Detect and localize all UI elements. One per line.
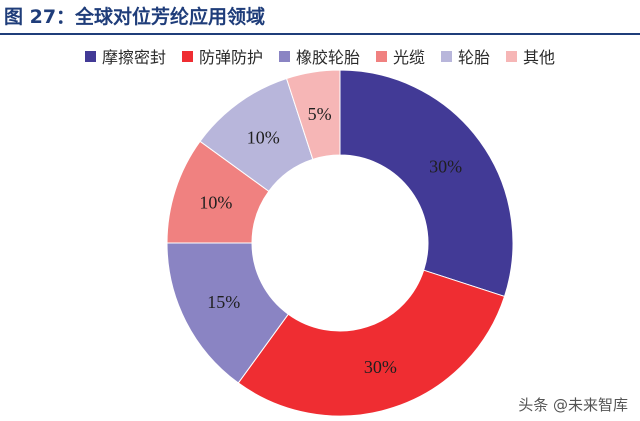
- donut-slice: [339, 69, 514, 298]
- watermark: 头条 @未来智库: [518, 396, 628, 414]
- slice-label: 5%: [308, 104, 332, 124]
- slice-label: 15%: [207, 292, 240, 312]
- legend-item: 其他: [506, 44, 555, 68]
- legend-label: 防弹防护: [198, 48, 263, 67]
- legend-item: 轮胎: [441, 44, 490, 68]
- legend-swatch: [84, 50, 96, 62]
- legend-label: 轮胎: [458, 48, 491, 67]
- chart-legend: 摩擦密封 防弹防护 橡胶轮胎 光缆 轮胎 其他: [0, 44, 640, 68]
- slice-label: 10%: [199, 193, 232, 213]
- legend-swatch: [506, 50, 518, 62]
- legend-item: 橡胶轮胎: [278, 44, 360, 68]
- title-divider: [0, 33, 640, 35]
- legend-label: 橡胶轮胎: [295, 48, 360, 67]
- legend-label: 其他: [523, 48, 556, 67]
- slice-label: 30%: [364, 357, 397, 377]
- legend-swatch: [278, 50, 290, 62]
- donut-slice: [285, 69, 341, 160]
- legend-item: 摩擦密封: [84, 44, 166, 68]
- legend-item: 光缆: [376, 44, 425, 68]
- legend-swatch: [441, 50, 453, 62]
- legend-swatch: [181, 50, 193, 62]
- legend-label: 摩擦密封: [101, 48, 166, 67]
- slice-label: 10%: [247, 127, 280, 147]
- slice-label: 30%: [429, 156, 462, 176]
- legend-label: 光缆: [393, 48, 426, 67]
- legend-item: 防弹防护: [181, 44, 263, 68]
- figure-title: 图 27：全球对位芳纶应用领域: [4, 6, 266, 28]
- legend-swatch: [376, 50, 387, 62]
- donut-slice: [237, 269, 506, 417]
